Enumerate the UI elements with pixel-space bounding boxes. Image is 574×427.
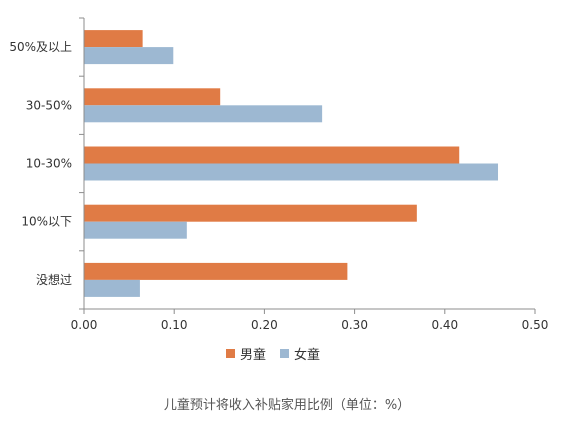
category-label: 10-30% — [26, 157, 72, 171]
legend-swatch — [280, 349, 289, 358]
legend-label: 男童 — [240, 347, 266, 363]
x-tick-label: 0.30 — [341, 318, 368, 332]
x-tick-label: 0.10 — [161, 318, 188, 332]
legend-label: 女童 — [294, 347, 320, 363]
bar-girls — [84, 105, 323, 123]
x-tick-label: 0.50 — [522, 318, 549, 332]
legend-swatch — [226, 349, 235, 358]
bar-girls — [84, 221, 187, 239]
bar-boys — [84, 204, 417, 222]
category-label: 30-50% — [26, 98, 72, 112]
bar-boys — [84, 146, 460, 164]
x-tick-label: 0.40 — [431, 318, 458, 332]
bar-boys — [84, 88, 221, 106]
category-label: 没想过 — [36, 272, 72, 287]
bar-boys — [84, 30, 143, 48]
bar-girls — [84, 163, 499, 181]
category-label: 50%及以上 — [9, 40, 72, 54]
category-label: 10%以下 — [21, 215, 72, 229]
chart-caption: 儿童预计将收入补贴家用比例（单位：%） — [163, 398, 411, 413]
bar-boys — [84, 262, 348, 280]
bar-girls — [84, 279, 140, 297]
bar-girls — [84, 47, 174, 65]
x-tick-label: 0.00 — [71, 318, 98, 332]
x-tick-label: 0.20 — [251, 318, 278, 332]
